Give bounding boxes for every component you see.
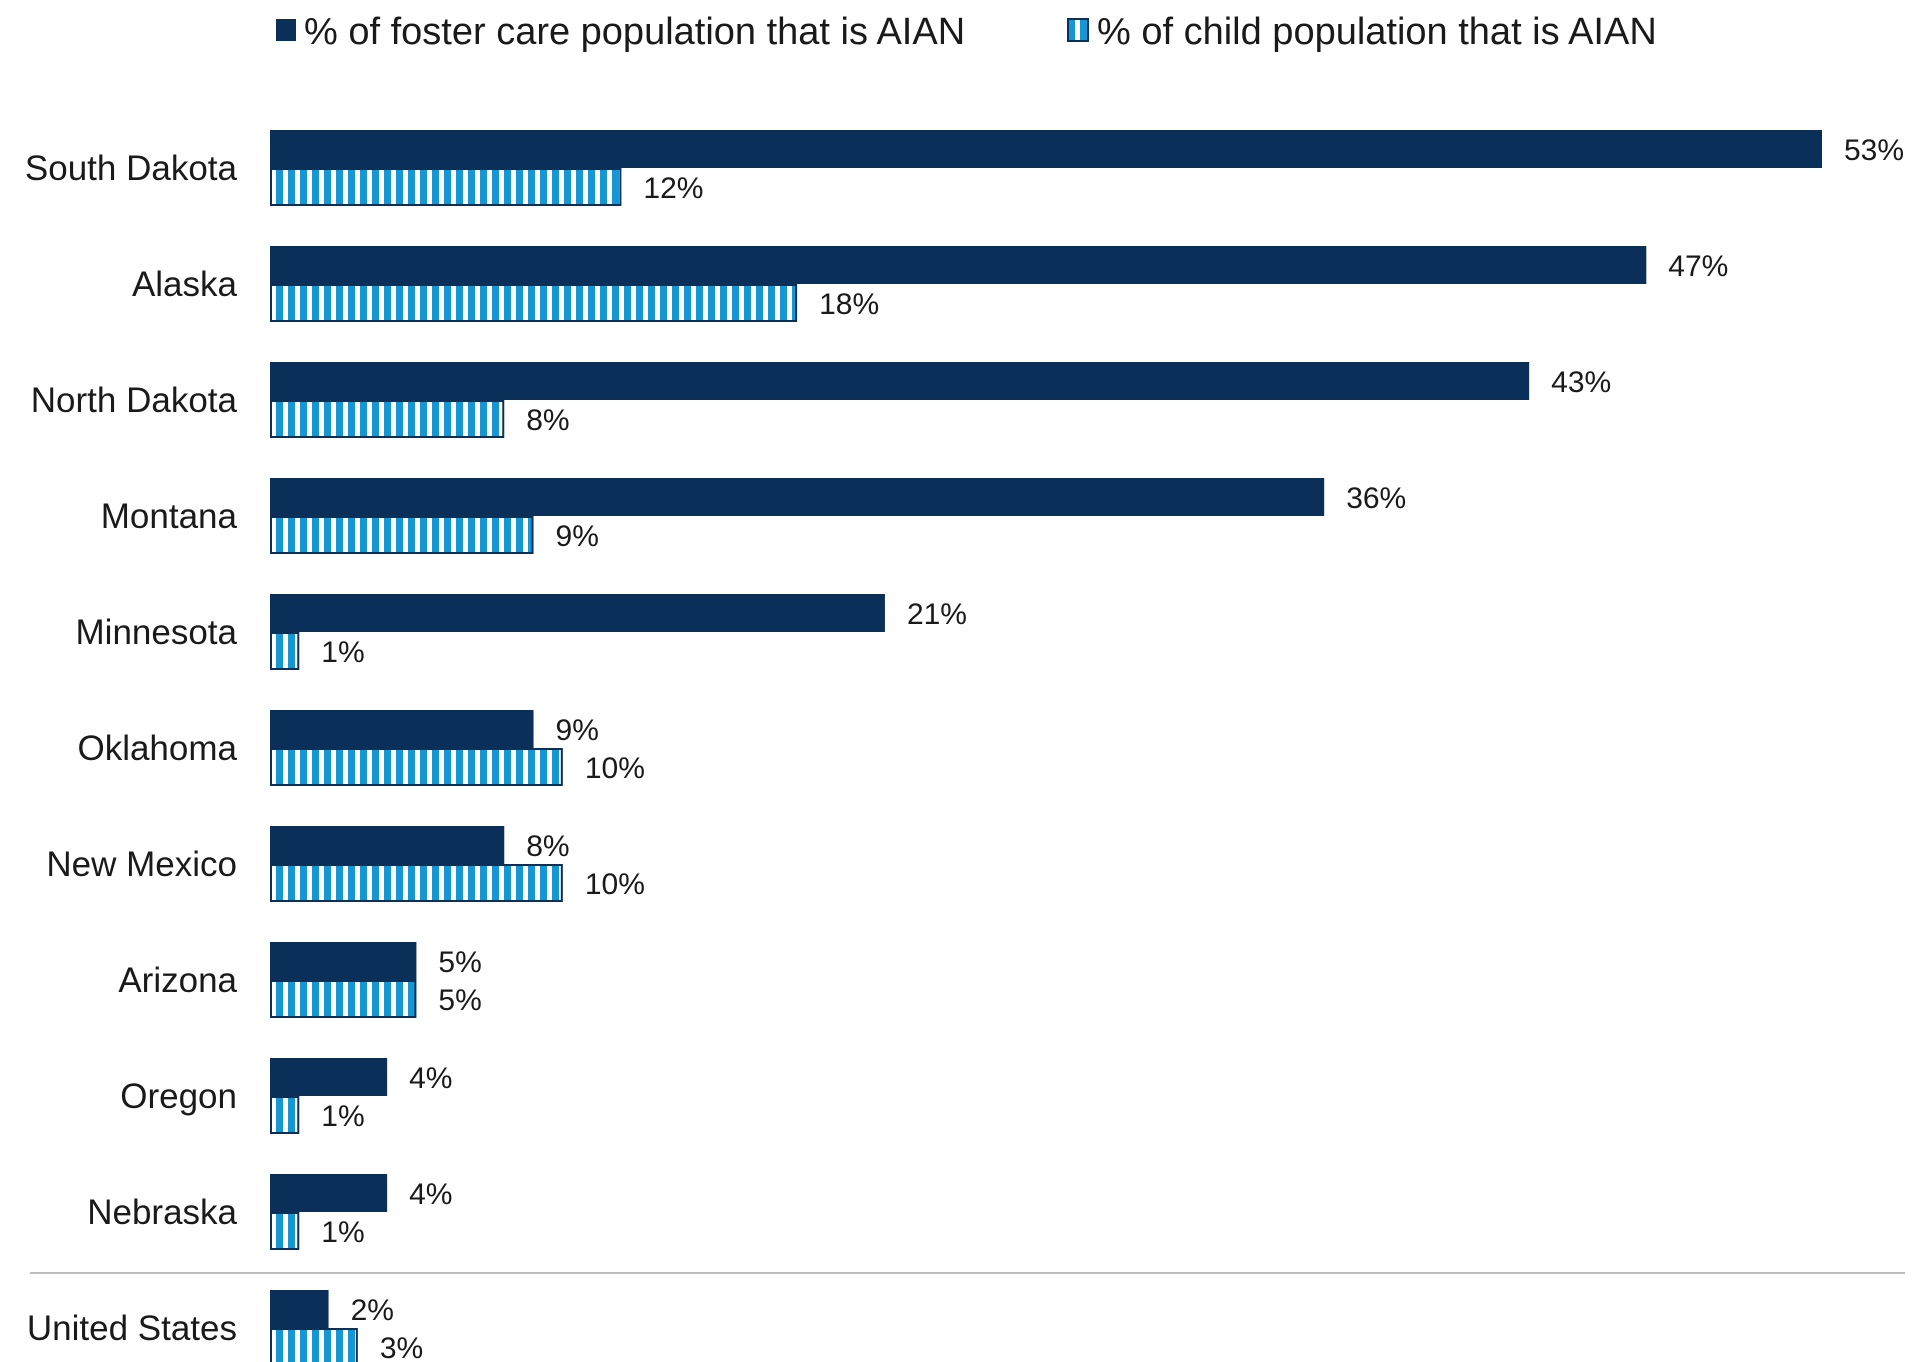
value-label-foster-care-nebraska: 4% — [409, 1178, 452, 1211]
value-label-foster-care-south-dakota: 53% — [1844, 134, 1904, 167]
bar-foster-care-united-states — [270, 1290, 329, 1328]
bar-child-population-south-dakota — [270, 168, 622, 206]
value-label-child-population-south-dakota: 12% — [643, 172, 703, 205]
bar-foster-care-arizona — [270, 942, 417, 980]
bar-child-population-minnesota — [270, 632, 300, 670]
value-label-foster-care-alaska: 47% — [1668, 250, 1728, 283]
legend-swatch-foster-care — [276, 19, 296, 41]
bar-foster-care-south-dakota — [270, 130, 1822, 168]
value-label-foster-care-oregon: 4% — [409, 1062, 452, 1095]
value-label-foster-care-montana: 36% — [1346, 482, 1406, 515]
bar-child-population-montana — [270, 516, 534, 554]
bar-foster-care-north-dakota — [270, 362, 1530, 400]
bar-child-population-united-states — [270, 1328, 358, 1362]
category-label-montana: Montana — [101, 497, 238, 536]
category-label-oklahoma: Oklahoma — [77, 729, 237, 768]
category-label-minnesota: Minnesota — [76, 613, 238, 652]
bar-foster-care-oklahoma — [270, 710, 534, 748]
legend-swatch-child-population — [1067, 18, 1089, 42]
category-label-united-states: United States — [27, 1309, 237, 1348]
value-label-foster-care-minnesota: 21% — [907, 598, 967, 631]
value-label-child-population-new-mexico: 10% — [585, 868, 645, 901]
value-label-foster-care-united-states: 2% — [351, 1294, 394, 1327]
labels: South Dakota 53% 12% Alaska 47% 18% North Dako… — [25, 134, 1904, 1362]
bar-foster-care-montana — [270, 478, 1325, 516]
value-label-child-population-nebraska: 1% — [321, 1216, 364, 1249]
bar-child-population-arizona — [270, 980, 417, 1018]
value-label-child-population-oklahoma: 10% — [585, 752, 645, 785]
value-label-child-population-alaska: 18% — [819, 288, 879, 321]
bar-child-population-oklahoma — [270, 748, 563, 786]
value-label-foster-care-north-dakota: 43% — [1551, 366, 1611, 399]
category-label-arizona: Arizona — [118, 961, 237, 1000]
value-label-foster-care-oklahoma: 9% — [556, 714, 599, 747]
bar-child-population-oregon — [270, 1096, 300, 1134]
value-label-child-population-oregon: 1% — [321, 1100, 364, 1133]
bar-foster-care-new-mexico — [270, 826, 505, 864]
bar-foster-care-minnesota — [270, 594, 885, 632]
bar-foster-care-nebraska — [270, 1174, 388, 1212]
legend-label-foster-care: % of foster care population that is AIAN — [304, 11, 965, 53]
value-label-foster-care-new-mexico: 8% — [526, 830, 569, 863]
value-label-child-population-minnesota: 1% — [321, 636, 364, 669]
value-label-child-population-montana: 9% — [556, 520, 599, 553]
bar-foster-care-oregon — [270, 1058, 388, 1096]
bar-child-population-alaska — [270, 284, 798, 322]
category-label-new-mexico: New Mexico — [46, 845, 237, 884]
category-label-nebraska: Nebraska — [87, 1193, 237, 1232]
bar-child-population-new-mexico — [270, 864, 563, 902]
legend-label-child-population: % of child population that is AIAN — [1097, 11, 1657, 53]
category-label-oregon: Oregon — [120, 1077, 237, 1116]
value-label-child-population-north-dakota: 8% — [526, 404, 569, 437]
value-label-foster-care-arizona: 5% — [438, 946, 481, 979]
category-label-south-dakota: South Dakota — [25, 149, 238, 188]
category-label-north-dakota: North Dakota — [31, 381, 238, 420]
category-label-alaska: Alaska — [132, 265, 238, 304]
bar-child-population-north-dakota — [270, 400, 505, 438]
value-label-child-population-arizona: 5% — [438, 984, 481, 1017]
bar-foster-care-alaska — [270, 246, 1647, 284]
legend: % of foster care population that is AIAN… — [276, 11, 1657, 53]
bars — [30, 130, 1905, 1362]
bar-child-population-nebraska — [270, 1212, 300, 1250]
value-label-child-population-united-states: 3% — [380, 1332, 423, 1362]
